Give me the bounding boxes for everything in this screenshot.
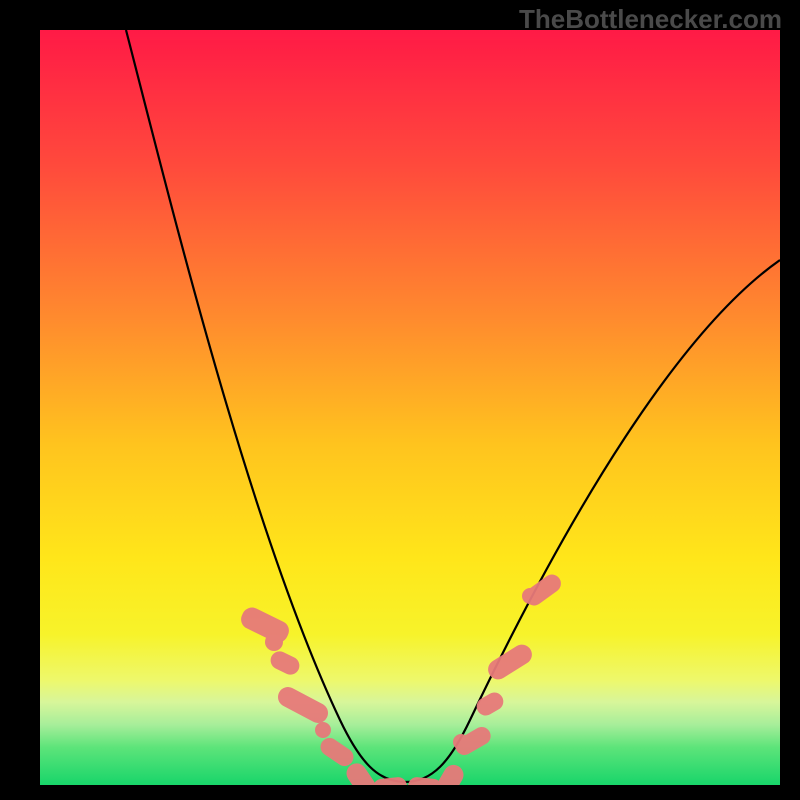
marker-segment (473, 689, 506, 719)
marker-segment (484, 641, 535, 683)
marker-segment (238, 604, 293, 646)
marker-segment (372, 776, 408, 785)
marker-segment (274, 683, 331, 726)
watermark-text: TheBottlenecker.com (519, 4, 782, 35)
marker-segment (452, 724, 494, 759)
plot-area (40, 30, 780, 785)
chart-frame: TheBottlenecker.com (0, 0, 800, 800)
marker-dot (265, 633, 283, 651)
curve-layer (40, 30, 780, 785)
marker-dot (315, 722, 331, 738)
marker-segment (268, 648, 303, 677)
bottleneck-curve (126, 30, 780, 782)
marker-group (238, 571, 565, 785)
